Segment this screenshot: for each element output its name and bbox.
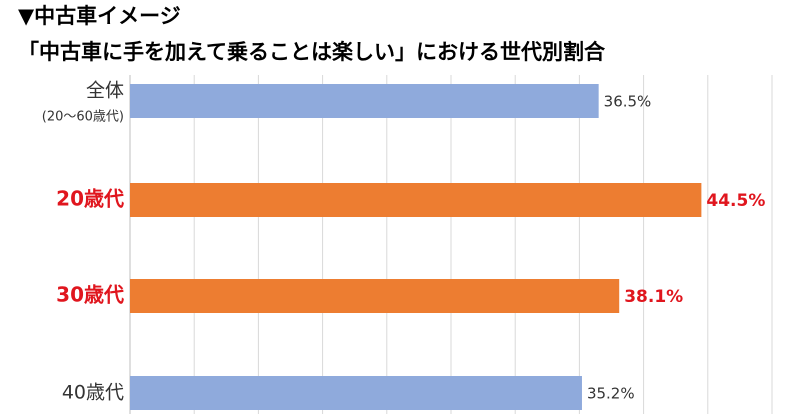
- value-label: 44.5%: [706, 191, 765, 211]
- chart-title: ▼中古車イメージ: [18, 4, 181, 28]
- value-label: 35.2%: [587, 385, 635, 403]
- bar: [130, 376, 582, 410]
- value-label: 36.5%: [604, 93, 652, 111]
- bar: [130, 84, 599, 118]
- category-label: 20歳代: [56, 187, 124, 211]
- category-label: 30歳代: [56, 283, 124, 307]
- chart-subtitle: 「中古車に手を加えて乗ることは楽しい」における世代別割合: [18, 40, 606, 64]
- category-sublabel: (20～60歳代): [42, 110, 124, 125]
- value-label: 38.1%: [624, 287, 683, 307]
- category-label: 40歳代: [62, 382, 124, 404]
- bar: [130, 279, 620, 313]
- bar: [130, 183, 702, 217]
- category-label: 全体: [86, 80, 124, 102]
